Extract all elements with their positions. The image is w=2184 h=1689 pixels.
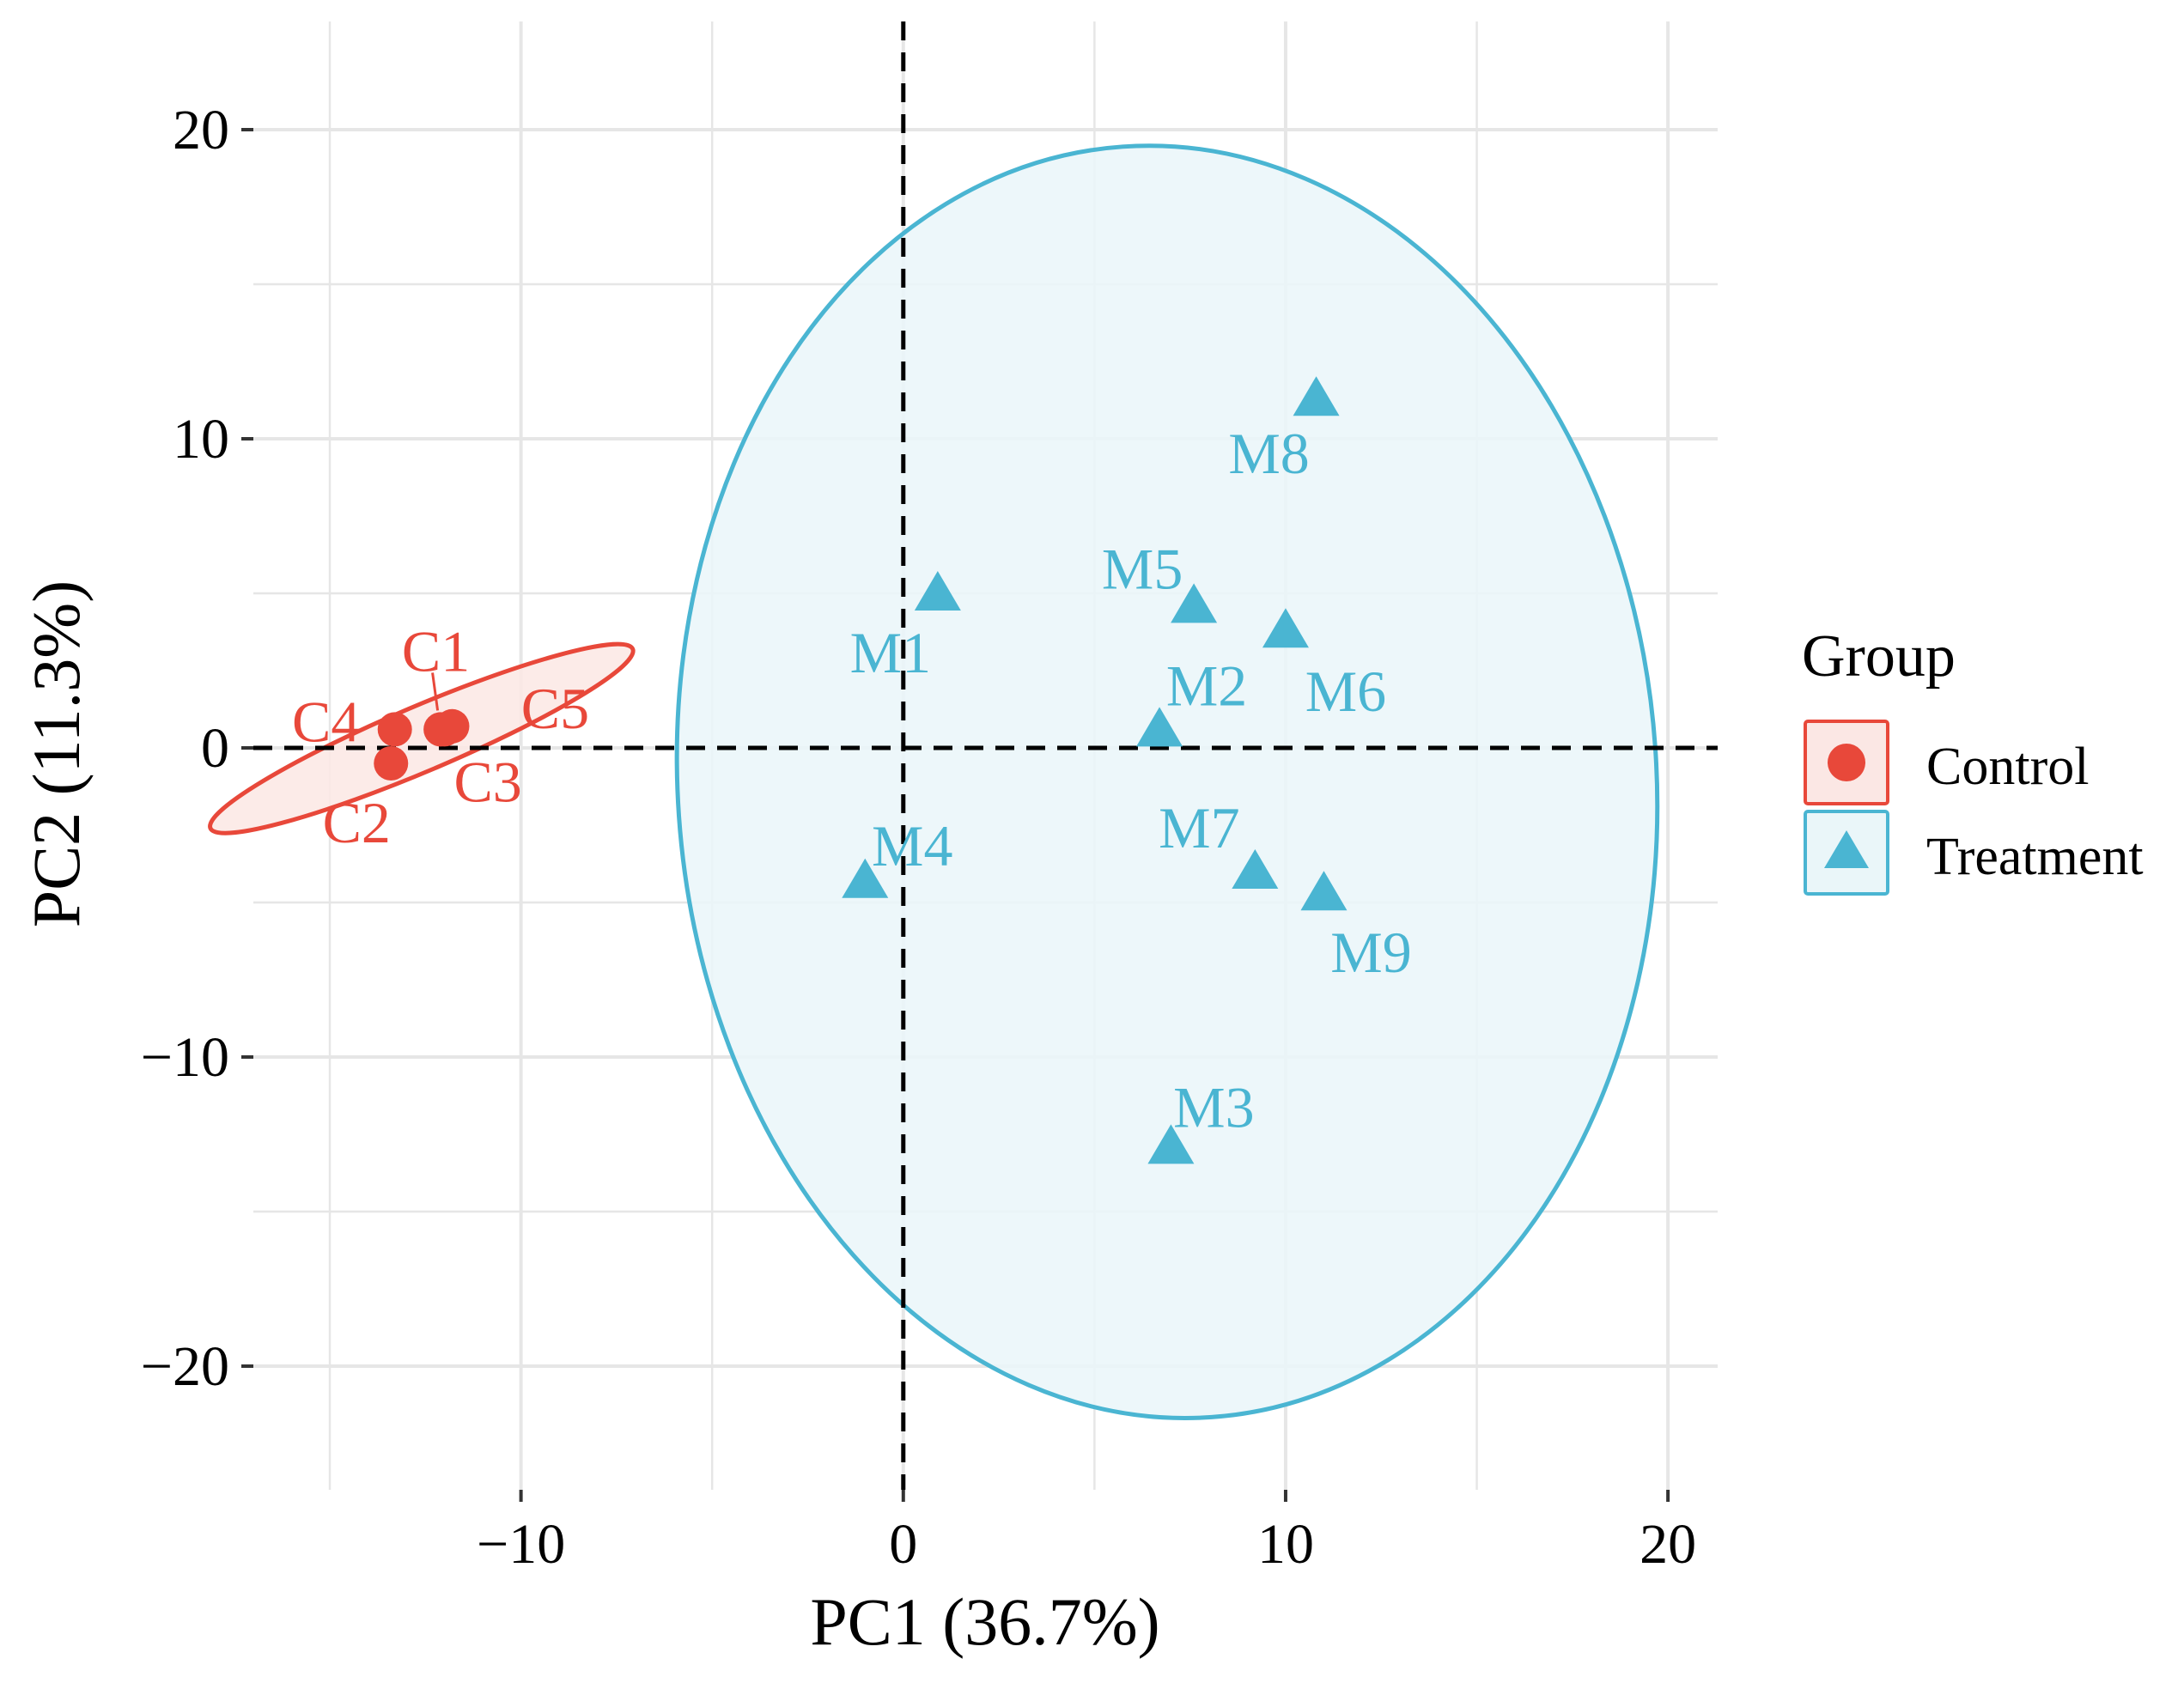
point-label-m3: M3 [1173, 1074, 1254, 1139]
point-m1 [914, 571, 961, 611]
reference-lines [253, 21, 1718, 1490]
point-label-c1: C1 [402, 618, 470, 683]
legend-item-control: Control [1804, 720, 2089, 805]
x-tick-label: −10 [477, 1513, 565, 1576]
point-label-c4: C4 [292, 689, 360, 754]
ellipse-treatment [674, 143, 1660, 1420]
y-tick-label: −20 [141, 1335, 229, 1398]
x-tick-label: 20 [1640, 1513, 1696, 1576]
point-m7 [1232, 849, 1279, 889]
legend-label-control: Control [1926, 738, 2089, 796]
y-tick-label: 20 [173, 99, 229, 161]
point-c5 [435, 708, 470, 744]
x-tick-label: 0 [889, 1513, 917, 1576]
point-m8 [1293, 376, 1340, 416]
axes: PC1 (36.7%) PC2 (11.3%) −10 0 10 20 −20 −10 0 1… [19, 99, 1696, 1659]
point-label-c2: C2 [323, 790, 391, 855]
point-m3 [1147, 1124, 1195, 1164]
x-tick-label: 10 [1257, 1513, 1314, 1576]
legend: Group Control Treatment [1802, 623, 2144, 896]
point-label-m6: M6 [1305, 659, 1386, 724]
legend-marker-treatment [1824, 830, 1869, 868]
point-label-m9: M9 [1330, 920, 1411, 985]
y-tick-label: 0 [201, 717, 229, 780]
y-tick-label: 10 [173, 408, 229, 471]
data-points [374, 376, 1348, 1164]
point-c2 [374, 746, 409, 781]
point-m5 [1171, 583, 1218, 623]
confidence-ellipses [208, 143, 1660, 1420]
legend-item-treatment: Treatment [1804, 810, 2144, 896]
point-label-m8: M8 [1228, 421, 1309, 486]
leader-line-c1 [431, 672, 440, 711]
ellipse-control [208, 641, 636, 835]
point-m6 [1262, 608, 1309, 648]
point-label-c5: C5 [521, 676, 589, 741]
point-m2 [1136, 707, 1183, 747]
legend-title: Group [1802, 623, 1956, 690]
point-label-m4: M4 [872, 813, 952, 878]
point-label-m7: M7 [1159, 795, 1239, 860]
point-label-c3: C3 [453, 749, 521, 814]
point-label-m1: M1 [850, 620, 931, 685]
legend-marker-control [1828, 744, 1865, 781]
point-label-m5: M5 [1102, 536, 1183, 601]
point-label-m2: M2 [1166, 653, 1247, 718]
legend-label-treatment: Treatment [1926, 828, 2144, 886]
y-tick-label: −10 [141, 1026, 229, 1089]
point-m9 [1300, 871, 1348, 911]
point-m4 [842, 858, 889, 898]
point-c4 [377, 712, 412, 747]
y-axis-title: PC2 (11.3%) [19, 580, 94, 927]
point-labels: C1 C2 C3 C4 C5 M1 M2 M3 M4 M5 M6 M7 M8 M9 [292, 421, 1412, 1139]
x-axis-title: PC1 (36.7%) [810, 1584, 1159, 1659]
